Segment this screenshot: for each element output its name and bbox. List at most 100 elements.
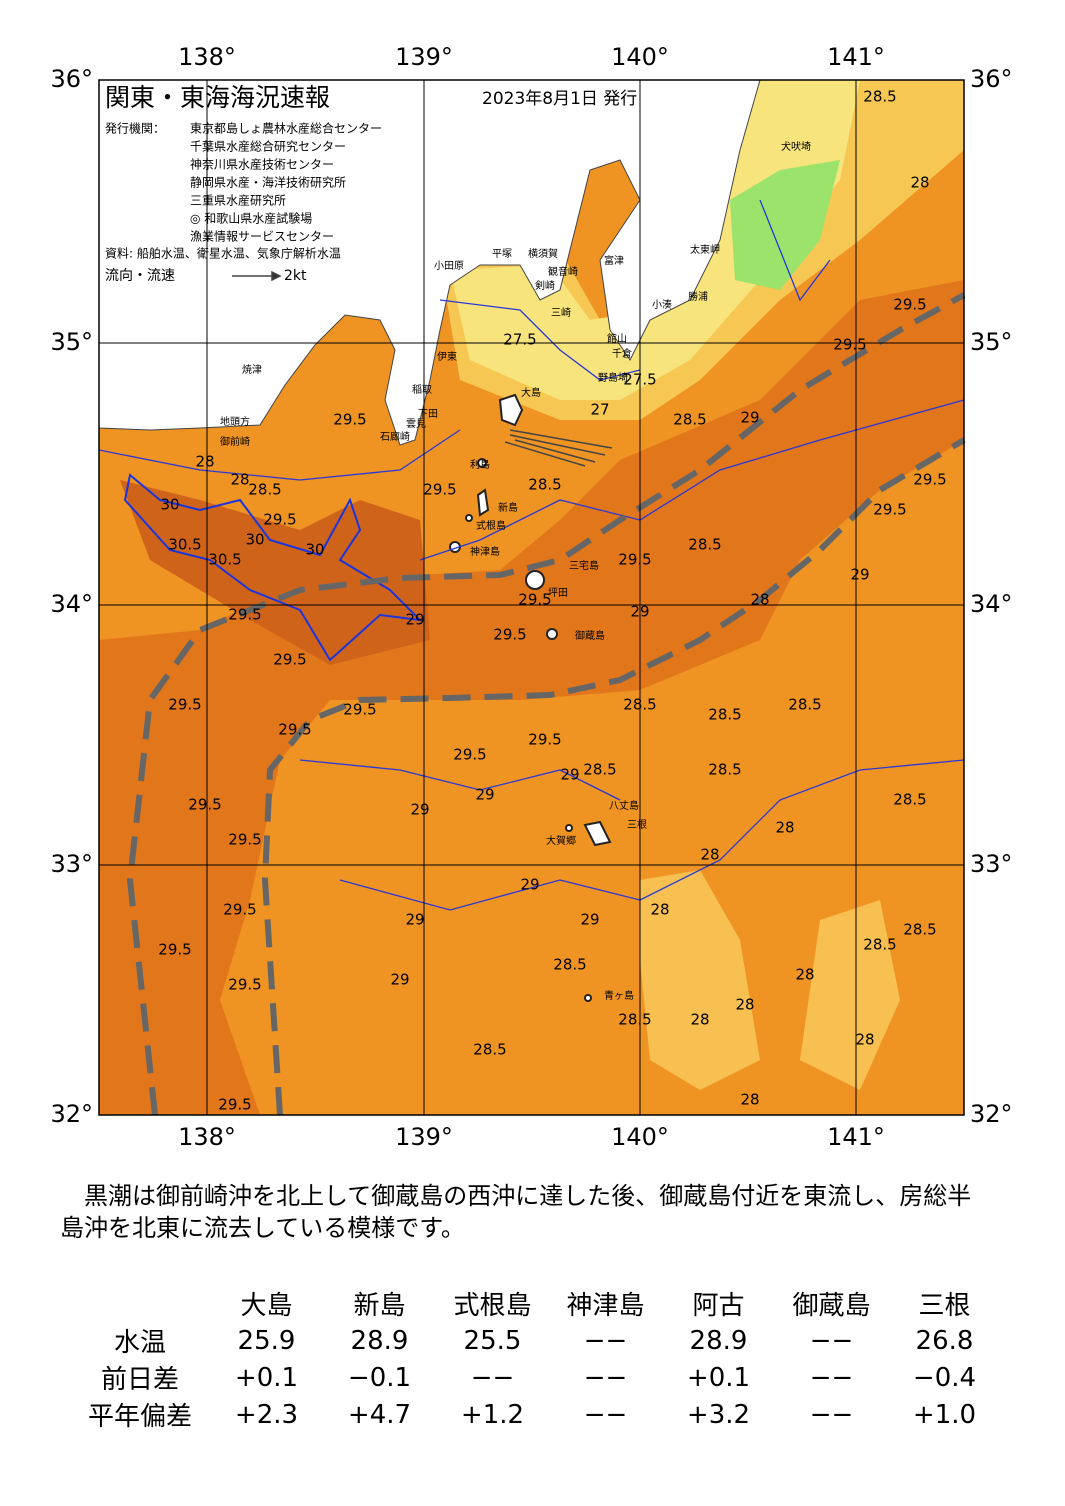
contour-label: 28.5 [248, 481, 281, 499]
contour-label: 28 [855, 1031, 874, 1049]
contour-label: 28.5 [863, 936, 896, 954]
place-name: 剣崎 [535, 279, 555, 292]
contour-label: 28.5 [708, 706, 741, 724]
place-name: 下田 [418, 409, 438, 420]
place-name: 稲取 [412, 384, 432, 396]
contour-label: 29.5 [528, 731, 561, 749]
agency: 三重県水産研究所 [190, 193, 286, 208]
place-name: 太東岬 [690, 243, 720, 256]
contour-label: 29.5 [273, 651, 306, 669]
agency: 東京都島しょ農林水産総合センター [190, 121, 382, 136]
contour-label: 29 [410, 801, 429, 819]
lon-label: 139° [395, 43, 453, 71]
place-name: 神津島 [470, 545, 500, 558]
cool-patch [640, 870, 900, 1090]
place-name: 青ヶ島 [604, 989, 634, 1002]
place-name: 小湊 [652, 298, 672, 311]
place-name: 観音崎 [548, 265, 578, 278]
contour-label: 28 [775, 819, 794, 837]
map-title: 関東・東海海況速報 [105, 83, 330, 112]
contour-label: 29.5 [223, 901, 256, 919]
table-cell: 26.8 [915, 1325, 974, 1356]
contour-label: 30 [160, 496, 179, 514]
place-name: 式根島 [476, 519, 506, 532]
agency: 漁業情報サービスセンター [190, 230, 334, 244]
place-name: 三根 [627, 818, 647, 831]
map-frame [98, 79, 965, 1116]
contour-label: 28 [795, 966, 814, 984]
contour-label: 28 [740, 1091, 759, 1109]
place-name: 平塚 [492, 248, 512, 260]
agencies-label: 発行機関： [105, 121, 165, 136]
table-cell: −− [583, 1325, 628, 1356]
contour-label: 29.5 [333, 411, 366, 429]
cold-water [450, 80, 860, 400]
place-name: 雲見 [406, 418, 426, 430]
contour-label: 29.5 [423, 481, 456, 499]
table-cell: 御蔵島 [792, 1291, 871, 1321]
contour-label: 27 [590, 401, 609, 419]
table-cell: 28.9 [350, 1325, 409, 1356]
isotherm-30 [123, 473, 423, 662]
table-cell: +0.1 [234, 1362, 299, 1393]
contour-label: 29.5 [158, 941, 191, 959]
contour-label: 29.5 [873, 501, 906, 519]
place-name: 御前崎 [220, 435, 250, 448]
issue-date: 2023年8月1日 発行 [482, 89, 637, 109]
contour-label: 28.5 [528, 476, 561, 494]
warm-core [120, 480, 430, 665]
contour-label: 28 [750, 591, 769, 609]
table-cell: +1.0 [912, 1399, 977, 1430]
contour-label: 29 [405, 911, 424, 929]
lon-label: 140° [611, 1123, 669, 1151]
contour-label: 28 [700, 846, 719, 864]
lat-label: 35° [970, 328, 1013, 356]
contour-label: 28.5 [708, 761, 741, 779]
map: 関東・東海海況速報 2023年8月1日 発行 発行機関： 資料: 船舶水温、衛星… [50, 43, 1013, 1151]
place-name: 横須賀 [528, 247, 558, 260]
table-cell: −0.4 [912, 1362, 977, 1393]
place-name: 富津 [604, 254, 624, 267]
place-name: 千倉 [612, 347, 632, 360]
contour-label: 29 [740, 409, 759, 427]
lat-label: 35° [50, 328, 93, 356]
table-cell: −− [809, 1362, 854, 1393]
kuroshio-edge [261, 437, 966, 1116]
contour-label: 30.5 [168, 536, 201, 554]
table-cell: +2.3 [234, 1399, 299, 1430]
lat-label: 36° [970, 65, 1013, 93]
table-cell: −− [809, 1399, 854, 1430]
place-name: 大島 [521, 386, 541, 399]
contour-label: 28 [650, 901, 669, 919]
table-cell: +1.2 [460, 1399, 525, 1430]
table-cell: +0.1 [686, 1362, 751, 1393]
contour-label: 28.5 [673, 411, 706, 429]
table-cell: 25.5 [463, 1325, 522, 1356]
contour-label: 28.5 [618, 1011, 651, 1029]
table-row: 平年偏差 +2.3 +4.7 +1.2 −− +3.2 −− +1.0 [70, 1396, 1001, 1433]
table-cell: −− [470, 1362, 515, 1393]
place-name: 地頭方 [220, 415, 250, 428]
contour-label: 28 [735, 996, 754, 1014]
contour-label: 29 [630, 603, 649, 621]
place-name: 焼津 [242, 364, 262, 376]
table-cell: −− [583, 1399, 628, 1430]
agency: 千葉県水産総合研究センター [190, 139, 346, 154]
kuroshio-axis [126, 292, 966, 1116]
table-cell: 式根島 [453, 1291, 532, 1321]
contour-label: 30 [245, 531, 264, 549]
contour-label: 29.5 [893, 296, 926, 314]
lon-label: 141° [827, 43, 885, 71]
land [98, 79, 761, 446]
table-cell: 大島 [240, 1291, 293, 1321]
contour-label: 28.5 [623, 696, 656, 714]
contour-label: 29.5 [228, 831, 261, 849]
contour-label: 29.5 [218, 1096, 251, 1114]
lat-label: 32° [50, 1100, 93, 1128]
place-name: 伊東 [437, 350, 457, 363]
table-cell: −− [809, 1325, 854, 1356]
place-name: 三宅島 [569, 559, 599, 572]
lon-label: 138° [178, 1123, 236, 1151]
contour-label: 29 [850, 566, 869, 584]
lat-label: 33° [50, 850, 93, 878]
